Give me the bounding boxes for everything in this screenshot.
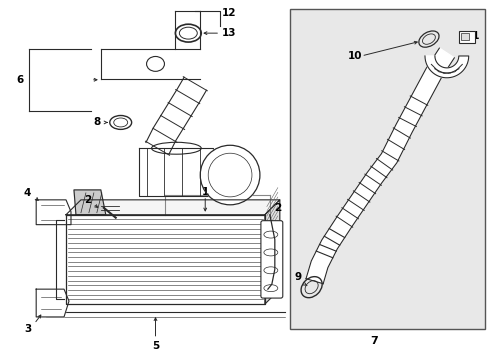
Bar bbox=[289, 9, 484, 329]
Text: 3: 3 bbox=[24, 324, 31, 334]
Text: 6: 6 bbox=[16, 75, 23, 85]
Text: 2: 2 bbox=[273, 203, 281, 213]
Bar bbox=[458, 31, 474, 43]
FancyBboxPatch shape bbox=[261, 221, 282, 298]
Polygon shape bbox=[101, 49, 200, 79]
Circle shape bbox=[200, 145, 260, 205]
Text: 12: 12 bbox=[222, 8, 236, 18]
Text: 13: 13 bbox=[222, 28, 236, 38]
Text: 11: 11 bbox=[465, 31, 479, 41]
Polygon shape bbox=[66, 215, 264, 304]
Polygon shape bbox=[264, 200, 279, 304]
Polygon shape bbox=[424, 56, 468, 78]
Polygon shape bbox=[66, 200, 279, 215]
Text: 4: 4 bbox=[24, 188, 31, 198]
Polygon shape bbox=[145, 77, 206, 154]
Polygon shape bbox=[74, 190, 105, 215]
Text: 10: 10 bbox=[346, 51, 361, 61]
Bar bbox=[460, 33, 468, 40]
Text: 8: 8 bbox=[93, 117, 101, 127]
Text: 5: 5 bbox=[152, 341, 159, 351]
Polygon shape bbox=[36, 289, 69, 317]
Text: 9: 9 bbox=[294, 272, 301, 282]
Text: 2: 2 bbox=[83, 195, 91, 205]
Text: 7: 7 bbox=[369, 336, 377, 346]
Polygon shape bbox=[36, 200, 71, 225]
Polygon shape bbox=[138, 148, 213, 196]
Polygon shape bbox=[305, 48, 453, 284]
Text: 1: 1 bbox=[201, 187, 208, 197]
